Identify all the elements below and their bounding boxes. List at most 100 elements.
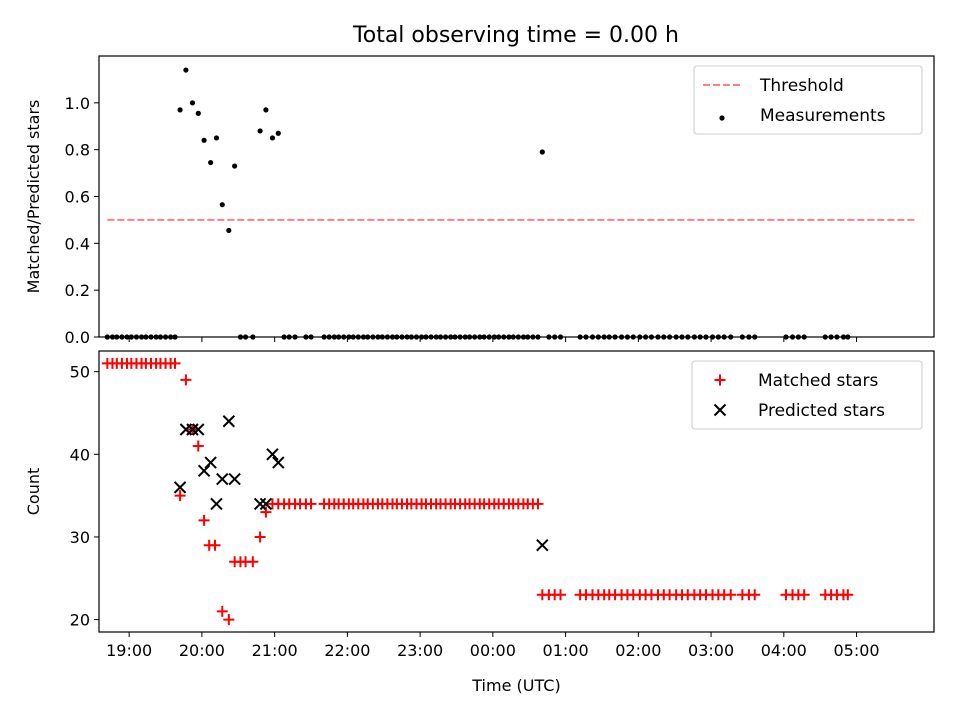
matched-stars-point bbox=[180, 374, 192, 386]
measurement-point bbox=[840, 334, 847, 340]
measurement-point bbox=[685, 334, 691, 340]
matched-stars-point bbox=[198, 514, 210, 526]
legend-measurement-marker bbox=[719, 115, 725, 121]
measurement-point bbox=[845, 334, 851, 340]
y-tick-label: 20 bbox=[70, 611, 90, 630]
y-tick-label: 40 bbox=[70, 445, 90, 464]
x-tick-label: 02:00 bbox=[615, 641, 661, 660]
measurement-point bbox=[114, 334, 120, 340]
legend-predicted-marker bbox=[713, 403, 727, 417]
measurement-point bbox=[589, 334, 596, 340]
measurement-point bbox=[520, 334, 527, 340]
measurement-point bbox=[822, 334, 828, 340]
legend-box bbox=[693, 65, 923, 135]
measurement-point bbox=[399, 334, 405, 340]
measurement-point bbox=[746, 334, 752, 340]
matched-stars-point bbox=[798, 589, 810, 601]
measurement-point bbox=[119, 334, 125, 340]
measurement-point bbox=[655, 334, 661, 340]
measurement-point bbox=[331, 334, 337, 340]
measurement-point bbox=[472, 334, 478, 340]
predicted-stars-point bbox=[173, 481, 187, 494]
measurement-point bbox=[448, 334, 454, 340]
measurement-point bbox=[408, 334, 414, 340]
measurement-point bbox=[661, 334, 667, 340]
x-tick-label: 00:00 bbox=[470, 641, 516, 660]
matched-stars-point bbox=[254, 531, 266, 543]
measurement-point bbox=[242, 334, 249, 340]
predicted-stars-point bbox=[259, 497, 273, 511]
measurement-point bbox=[624, 334, 631, 340]
measurement-point bbox=[341, 334, 347, 340]
y-tick-label: 0.8 bbox=[65, 141, 90, 160]
measurement-point bbox=[535, 334, 541, 340]
measurement-point bbox=[303, 334, 309, 340]
matched-stars-point bbox=[209, 539, 221, 551]
matched-stars-point bbox=[169, 357, 181, 369]
measurement-point bbox=[226, 227, 232, 234]
predicted-stars-point bbox=[204, 456, 217, 469]
measurement-point bbox=[715, 334, 721, 340]
measurement-point bbox=[477, 334, 483, 340]
measurement-point bbox=[124, 334, 130, 340]
predicted-stars-point bbox=[216, 472, 229, 486]
measurement-point bbox=[133, 334, 140, 340]
measurement-point bbox=[515, 334, 521, 340]
measurement-point bbox=[530, 334, 536, 340]
measurement-point bbox=[263, 107, 269, 113]
measurement-point bbox=[667, 334, 673, 340]
measurement-point bbox=[172, 334, 178, 340]
measurement-point bbox=[308, 334, 314, 340]
x-tick-label: 23:00 bbox=[397, 641, 443, 660]
measurement-point bbox=[437, 334, 444, 340]
matched-stars-point bbox=[192, 440, 204, 452]
measurement-point bbox=[213, 135, 220, 141]
measurement-point bbox=[601, 334, 607, 340]
predicted-stars-point bbox=[186, 423, 199, 436]
y-tick-label: 0.6 bbox=[65, 188, 90, 207]
measurement-point bbox=[143, 334, 149, 340]
measurement-point bbox=[433, 334, 439, 340]
measurement-point bbox=[525, 334, 531, 340]
measurement-point bbox=[404, 334, 410, 340]
measurement-point bbox=[583, 334, 589, 340]
legend-matched-marker bbox=[714, 374, 726, 386]
measurement-point bbox=[189, 100, 196, 106]
measurement-point bbox=[257, 128, 263, 134]
measurement-point bbox=[195, 110, 201, 116]
measurement-point bbox=[370, 334, 376, 340]
predicted-stars-point bbox=[253, 497, 267, 511]
measurement-point bbox=[728, 334, 734, 340]
measurement-point bbox=[355, 334, 361, 340]
measurement-point bbox=[286, 334, 292, 340]
measurement-point bbox=[375, 334, 381, 340]
measurement-point bbox=[360, 334, 366, 340]
measurement-point bbox=[326, 334, 332, 340]
bottom-panel: 20 30 40 50 19:00 20:00 21:00 22:00 23:00 00:00 01… bbox=[24, 350, 935, 695]
measurement-point bbox=[292, 334, 298, 340]
measurement-point bbox=[462, 334, 468, 340]
predicted-stars-point bbox=[266, 448, 279, 461]
matched-stars-point bbox=[725, 589, 737, 601]
measurement-point bbox=[648, 334, 655, 340]
measurement-point bbox=[428, 334, 434, 340]
measurement-point bbox=[546, 334, 552, 340]
legend-label: Measurements bbox=[760, 106, 886, 126]
y-tick-label: 0.4 bbox=[65, 234, 90, 253]
matched-stars-point bbox=[305, 498, 317, 510]
measurement-point bbox=[834, 334, 840, 340]
legend-label: Predicted stars bbox=[758, 401, 885, 421]
measurement-point bbox=[237, 334, 244, 340]
measurement-point bbox=[557, 334, 564, 340]
measurement-point bbox=[162, 334, 169, 340]
matched-stars-point bbox=[532, 498, 544, 510]
measurement-point bbox=[350, 334, 356, 340]
measurement-point bbox=[389, 334, 396, 340]
x-tick-label: 01:00 bbox=[543, 641, 589, 660]
measurement-point bbox=[739, 334, 745, 340]
measurement-point bbox=[183, 67, 189, 73]
y-tick-label: 1.0 bbox=[65, 94, 90, 113]
measurement-point bbox=[275, 130, 281, 136]
measurement-point bbox=[208, 159, 214, 166]
